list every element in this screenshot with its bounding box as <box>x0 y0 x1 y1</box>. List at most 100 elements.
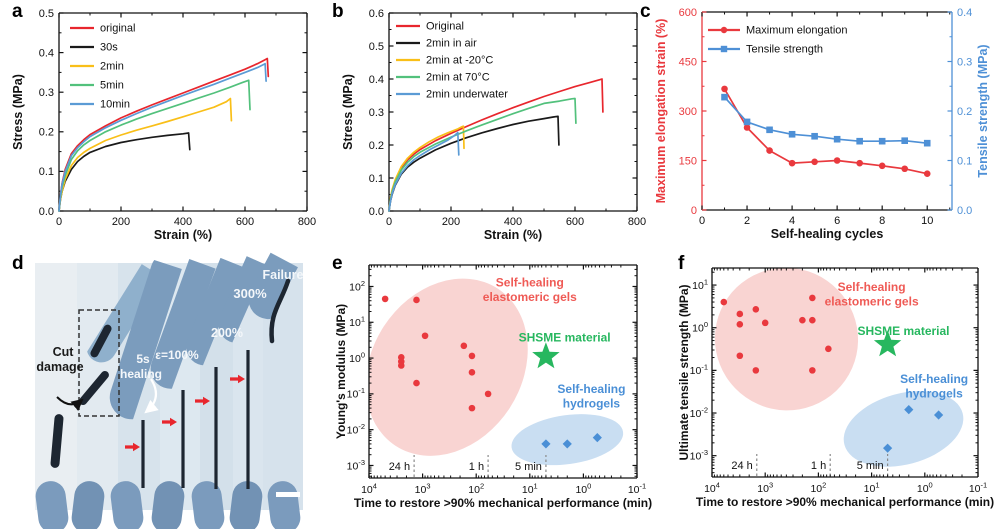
svg-text:450: 450 <box>679 56 697 68</box>
svg-text:Strain (%): Strain (%) <box>484 228 542 242</box>
svg-text:0: 0 <box>386 216 392 228</box>
svg-text:800: 800 <box>628 216 646 228</box>
svg-text:Stress (MPa): Stress (MPa) <box>341 74 355 150</box>
svg-text:2min in air: 2min in air <box>426 38 477 50</box>
svg-text:0.1: 0.1 <box>369 173 384 185</box>
svg-text:101: 101 <box>692 277 708 292</box>
svg-text:600: 600 <box>236 216 254 228</box>
svg-text:400: 400 <box>174 216 192 228</box>
svg-text:0.2: 0.2 <box>369 140 384 152</box>
svg-text:elastomeric gels: elastomeric gels <box>825 294 919 308</box>
panel-e-letter: e <box>332 253 343 274</box>
svg-text:damage: damage <box>36 360 83 374</box>
svg-text:0.4: 0.4 <box>39 47 54 59</box>
svg-text:30s: 30s <box>100 42 118 54</box>
svg-text:10-1: 10-1 <box>969 481 987 496</box>
svg-text:original: original <box>100 23 135 35</box>
svg-text:5 min: 5 min <box>857 460 884 472</box>
svg-text:1 h: 1 h <box>811 460 826 472</box>
svg-text:300%: 300% <box>233 286 267 301</box>
svg-text:2min underwater: 2min underwater <box>426 89 508 101</box>
svg-text:0.1: 0.1 <box>957 155 972 167</box>
svg-text:Cut: Cut <box>53 345 75 359</box>
svg-text:24 h: 24 h <box>389 461 410 473</box>
chart-e-youngs-modulus-vs-restore-time: 24 h 1 h 5 min 104 103 102 101 100 10-1 102 101 100… <box>334 264 652 510</box>
svg-text:104: 104 <box>361 482 377 497</box>
svg-text:hydrogels: hydrogels <box>563 396 621 410</box>
svg-text:8: 8 <box>879 215 885 227</box>
svg-text:10-1: 10-1 <box>690 363 708 378</box>
svg-text:SHSME material: SHSME material <box>519 331 611 345</box>
svg-text:Original: Original <box>426 21 464 33</box>
svg-text:0.5: 0.5 <box>39 8 54 20</box>
svg-text:10min: 10min <box>100 99 130 111</box>
svg-text:2min at 70°C: 2min at 70°C <box>426 72 490 84</box>
svg-text:0.5: 0.5 <box>369 41 384 53</box>
svg-text:104: 104 <box>704 481 720 496</box>
svg-text:0.0: 0.0 <box>39 206 54 218</box>
svg-text:102: 102 <box>810 481 826 496</box>
svg-text:hydrogels: hydrogels <box>905 386 963 400</box>
svg-text:2min at -20°C: 2min at -20°C <box>426 55 493 67</box>
panel-b-letter: b <box>332 1 344 22</box>
svg-text:0.0: 0.0 <box>957 205 972 217</box>
svg-text:10: 10 <box>921 215 933 227</box>
svg-text:ε=100%: ε=100% <box>155 348 199 362</box>
svg-text:10-1: 10-1 <box>347 386 365 401</box>
svg-text:600: 600 <box>679 7 697 19</box>
panel-d-letter: d <box>12 253 24 274</box>
svg-text:200%: 200% <box>211 326 243 340</box>
chart-b-stress-strain-healing-conditions: 0 200 400 600 800 0.0 0.1 0.2 0.3 0.4 0.5 0.6 Strain… <box>341 8 646 242</box>
svg-text:Strain (%): Strain (%) <box>154 228 212 242</box>
svg-text:10-3: 10-3 <box>690 448 708 463</box>
svg-text:Time to restore >90% mechanica: Time to restore >90% mechanical performa… <box>354 496 652 510</box>
svg-text:101: 101 <box>522 482 538 497</box>
svg-text:102: 102 <box>349 279 365 294</box>
panel-f-letter: f <box>678 253 685 274</box>
svg-text:5 min: 5 min <box>515 461 542 473</box>
svg-text:Stress (MPa): Stress (MPa) <box>11 74 25 150</box>
svg-text:10-3: 10-3 <box>347 458 365 473</box>
chart-f-tensile-strength-vs-restore-time: 24 h 1 h 5 min 104 103 102 101 100 10-1 101 100 10-… <box>677 267 994 509</box>
svg-text:101: 101 <box>349 315 365 330</box>
svg-text:0.3: 0.3 <box>369 107 384 119</box>
svg-text:24 h: 24 h <box>731 460 752 472</box>
svg-text:102: 102 <box>468 482 484 497</box>
svg-text:Self-healing cycles: Self-healing cycles <box>771 227 884 241</box>
svg-text:10-2: 10-2 <box>690 405 708 420</box>
svg-text:400: 400 <box>504 216 522 228</box>
panel-a-letter: a <box>12 1 23 22</box>
svg-text:0.0: 0.0 <box>369 206 384 218</box>
svg-text:0: 0 <box>699 215 705 227</box>
svg-text:5min: 5min <box>100 80 124 92</box>
svg-text:10-1: 10-1 <box>628 482 646 497</box>
svg-text:Tensile strength: Tensile strength <box>746 44 823 56</box>
svg-text:300: 300 <box>679 106 697 118</box>
svg-text:103: 103 <box>757 481 773 496</box>
svg-text:1 h: 1 h <box>469 461 484 473</box>
svg-text:100: 100 <box>917 481 933 496</box>
svg-text:100: 100 <box>349 350 365 365</box>
svg-text:0.4: 0.4 <box>957 7 972 19</box>
svg-text:101: 101 <box>864 481 880 496</box>
panel-c-letter: c <box>640 1 651 22</box>
svg-text:0.4: 0.4 <box>369 74 384 86</box>
svg-text:Self-healing: Self-healing <box>557 382 625 396</box>
svg-text:0.2: 0.2 <box>39 127 54 139</box>
svg-text:0.3: 0.3 <box>39 87 54 99</box>
chart-c-self-healing-cycles: 0 2 4 6 8 10 0 150 300 450 600 0.0 0.1 0.2 0.3 0.4 Tensi… <box>654 7 990 241</box>
svg-text:Young's modulus (MPa): Young's modulus (MPa) <box>334 304 348 439</box>
svg-text:200: 200 <box>112 216 130 228</box>
svg-text:103: 103 <box>415 482 431 497</box>
svg-text:Maximum elongation strain (%): Maximum elongation strain (%) <box>654 19 668 204</box>
svg-text:100: 100 <box>575 482 591 497</box>
svg-text:0.3: 0.3 <box>957 56 972 68</box>
svg-text:6: 6 <box>834 215 840 227</box>
svg-text:0.1: 0.1 <box>39 166 54 178</box>
svg-text:4: 4 <box>789 215 795 227</box>
svg-text:0.2: 0.2 <box>957 106 972 118</box>
svg-text:Maximum elongation: Maximum elongation <box>746 25 848 37</box>
svg-text:150: 150 <box>679 155 697 167</box>
